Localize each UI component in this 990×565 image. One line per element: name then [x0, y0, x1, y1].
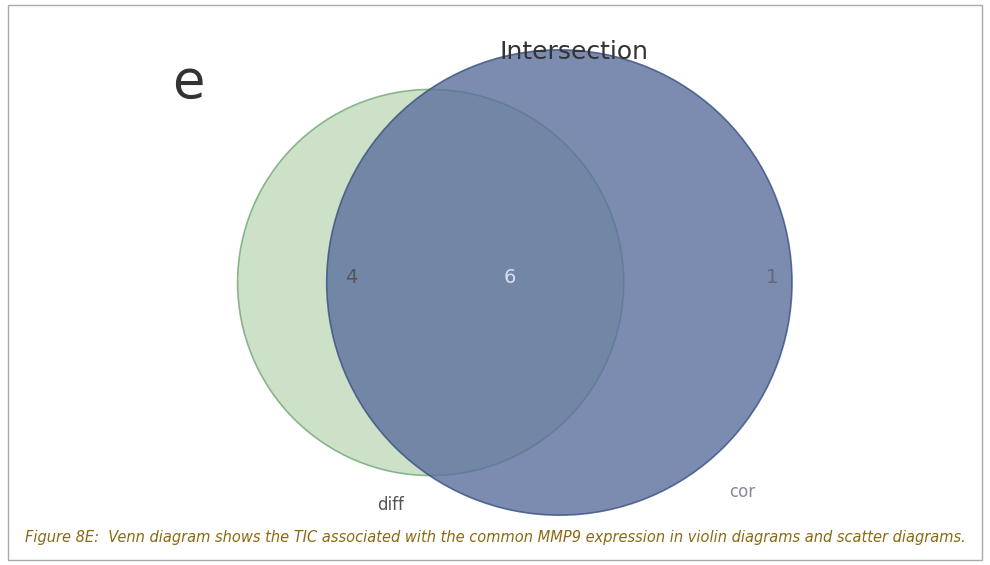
Circle shape: [327, 50, 792, 515]
Text: 6: 6: [504, 268, 516, 287]
Circle shape: [238, 89, 624, 476]
Text: diff: diff: [377, 496, 405, 514]
Text: Intersection: Intersection: [500, 40, 648, 63]
Text: cor: cor: [730, 484, 755, 501]
Text: e: e: [172, 56, 204, 108]
Text: Figure 8E:  Venn diagram shows the TIC associated with the common MMP9 expressio: Figure 8E: Venn diagram shows the TIC as…: [25, 530, 965, 545]
Text: 4: 4: [346, 268, 357, 287]
Text: 1: 1: [766, 268, 778, 287]
